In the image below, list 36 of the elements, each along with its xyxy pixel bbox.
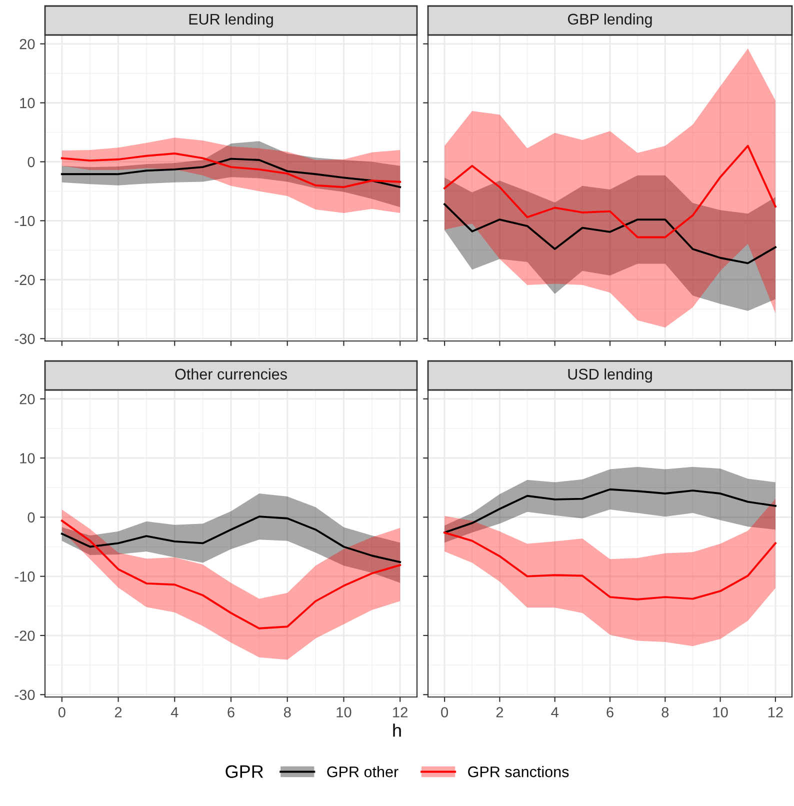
x-tick-label: 8 (284, 707, 291, 718)
x-tick-label: 2 (114, 707, 122, 718)
chart-title: USD lending (568, 368, 652, 383)
y-tick-label: 0 (28, 156, 35, 168)
chart-title: GBP lending (568, 13, 652, 28)
legend-label: GPR sanctions (468, 766, 569, 778)
x-tick-label: 6 (228, 707, 234, 718)
y-tick-label: 0 (28, 512, 35, 523)
x-tick-label: 4 (170, 707, 178, 718)
y-tick-label: -30 (14, 334, 35, 344)
x-tick-label: 0 (58, 707, 66, 718)
line-series (60, 516, 402, 564)
x-tick-label: 0 (441, 707, 448, 718)
x-tick-label: 8 (662, 707, 669, 718)
chart-title: EUR lending (189, 13, 273, 28)
legend-label: GPR other (327, 766, 398, 778)
y-tick-label: -10 (14, 216, 35, 226)
x-tick-label: 4 (551, 707, 558, 718)
x-tick-label: 12 (393, 707, 408, 718)
x-tick-label: 6 (606, 707, 614, 718)
chart-title: Other currencies (175, 368, 287, 380)
y-tick-label: -20 (14, 274, 35, 286)
y-tick-label: 20 (20, 394, 35, 404)
x-tick-label: 10 (336, 707, 352, 718)
y-tick-label: -20 (14, 630, 35, 641)
x-axis-title: h (393, 724, 401, 737)
y-tick-label: -30 (14, 690, 35, 700)
y-tick-label: 10 (20, 98, 35, 108)
x-tick-label: 10 (713, 707, 728, 718)
line-series (60, 520, 402, 630)
y-tick-label: -10 (14, 571, 35, 582)
legend-title: GPR (226, 765, 264, 778)
y-tick-label: 10 (20, 453, 35, 464)
y-tick-label: 20 (20, 38, 35, 50)
x-tick-label: 2 (496, 707, 504, 718)
x-tick-label: 12 (768, 707, 783, 718)
